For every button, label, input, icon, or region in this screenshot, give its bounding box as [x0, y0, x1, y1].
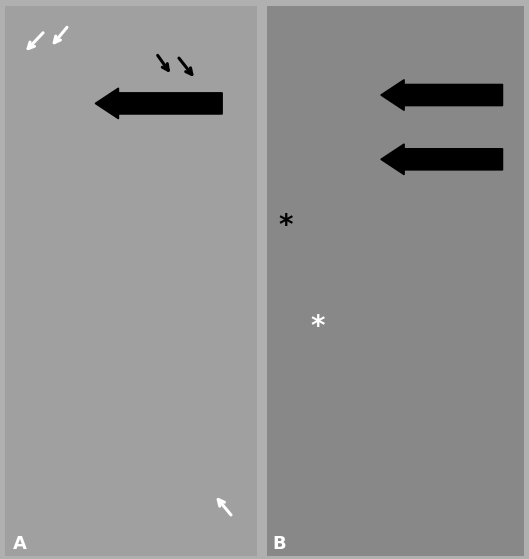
FancyArrow shape	[381, 80, 503, 111]
Text: *: *	[278, 212, 293, 240]
FancyArrow shape	[381, 144, 503, 174]
Bar	[5, 6, 257, 556]
Text: B: B	[272, 535, 286, 553]
Bar	[267, 6, 524, 556]
Text: A: A	[13, 535, 27, 553]
FancyArrow shape	[95, 88, 222, 119]
Text: *: *	[310, 313, 325, 341]
